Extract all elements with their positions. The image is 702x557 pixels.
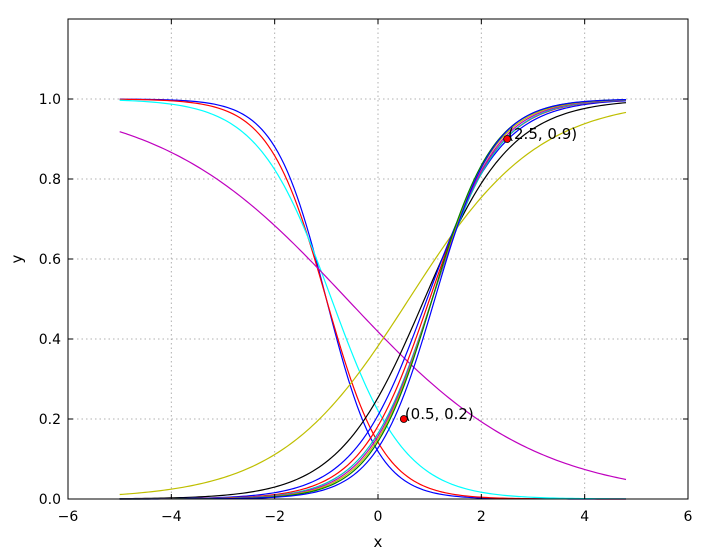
series-line-5 <box>119 111 627 496</box>
x-tick-label: −4 <box>161 509 182 525</box>
y-tick-label: 0.4 <box>39 332 61 348</box>
x-axis-label: x <box>374 533 383 551</box>
y-tick-label: 0.2 <box>39 412 61 428</box>
series-line-3 <box>119 99 627 500</box>
x-tick-label: 2 <box>477 509 486 525</box>
series-line-6 <box>119 102 627 500</box>
point-annotation-1: (0.5, 0.2) <box>405 405 474 423</box>
x-tick-label: 6 <box>684 509 693 525</box>
series-line-4 <box>119 131 627 481</box>
annotated-points: (0.5, 0.2) (2.5, 0.9) <box>399 125 577 423</box>
y-tick-label: 0.8 <box>39 172 61 188</box>
x-tick-label: 4 <box>580 509 589 525</box>
y-tick-label: 1.0 <box>39 92 61 108</box>
data-point-2 <box>503 135 512 143</box>
x-tick-label: −2 <box>264 509 285 525</box>
data-point-1 <box>399 415 408 423</box>
y-tick-label: 0.6 <box>39 252 61 268</box>
point-annotation-2: (2.5, 0.9) <box>508 125 577 143</box>
x-tick-label: 0 <box>374 509 383 525</box>
x-tick-label: −6 <box>58 509 79 525</box>
y-tick-label: 0.0 <box>39 492 61 508</box>
y-axis-label: y <box>8 254 26 263</box>
grid <box>68 19 688 499</box>
axis-ticks: −6 −4 −2 0 2 4 6 0.0 0.2 0.4 0.6 0.8 1.0 <box>39 19 693 525</box>
